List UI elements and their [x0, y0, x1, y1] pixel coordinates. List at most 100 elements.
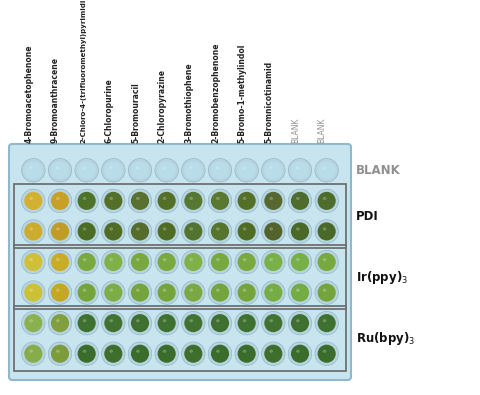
Circle shape [238, 345, 256, 363]
Ellipse shape [136, 197, 140, 200]
Circle shape [262, 220, 285, 243]
Circle shape [75, 250, 98, 274]
Ellipse shape [163, 350, 167, 353]
FancyBboxPatch shape [9, 144, 351, 380]
Circle shape [24, 284, 42, 302]
Circle shape [181, 342, 205, 365]
Circle shape [235, 250, 258, 274]
Circle shape [211, 222, 229, 241]
Circle shape [288, 311, 312, 335]
Circle shape [181, 281, 205, 304]
Ellipse shape [189, 197, 193, 200]
Circle shape [208, 158, 232, 182]
Ellipse shape [136, 319, 140, 322]
Circle shape [238, 284, 256, 302]
Circle shape [22, 281, 45, 304]
Circle shape [131, 314, 149, 332]
Circle shape [238, 161, 256, 179]
Ellipse shape [29, 197, 33, 200]
Ellipse shape [136, 166, 140, 169]
Circle shape [264, 222, 282, 241]
Ellipse shape [29, 166, 33, 169]
Circle shape [78, 161, 96, 179]
Circle shape [235, 189, 258, 213]
Ellipse shape [56, 197, 60, 200]
Text: 6-Chloropurine: 6-Chloropurine [104, 78, 113, 143]
Ellipse shape [163, 197, 167, 200]
Circle shape [184, 284, 203, 302]
Ellipse shape [323, 289, 326, 292]
Circle shape [315, 311, 338, 335]
Circle shape [181, 189, 205, 213]
Circle shape [291, 253, 309, 271]
Circle shape [155, 342, 179, 365]
Circle shape [211, 345, 229, 363]
Circle shape [288, 342, 312, 365]
Ellipse shape [296, 197, 300, 200]
Circle shape [22, 189, 45, 213]
Ellipse shape [216, 350, 220, 353]
Circle shape [48, 189, 72, 213]
Circle shape [184, 222, 203, 241]
Circle shape [288, 281, 312, 304]
Ellipse shape [83, 350, 86, 353]
Ellipse shape [216, 228, 220, 231]
Circle shape [318, 284, 336, 302]
Circle shape [155, 250, 179, 274]
Circle shape [318, 192, 336, 210]
Ellipse shape [109, 350, 113, 353]
Ellipse shape [243, 289, 246, 292]
Circle shape [291, 345, 309, 363]
Ellipse shape [269, 319, 273, 322]
Circle shape [262, 342, 285, 365]
Ellipse shape [56, 289, 60, 292]
Text: 9-Bromoanthracene: 9-Bromoanthracene [51, 57, 60, 143]
Circle shape [235, 220, 258, 243]
Ellipse shape [83, 197, 86, 200]
Text: 2-Bromobenzophenone: 2-Bromobenzophenone [211, 43, 220, 143]
Circle shape [48, 311, 72, 335]
Circle shape [128, 281, 152, 304]
Circle shape [22, 311, 45, 335]
Circle shape [78, 192, 96, 210]
Ellipse shape [323, 228, 326, 231]
Circle shape [22, 220, 45, 243]
Circle shape [184, 345, 203, 363]
Circle shape [51, 161, 69, 179]
Circle shape [24, 161, 42, 179]
Circle shape [51, 314, 69, 332]
Circle shape [288, 189, 312, 213]
Ellipse shape [56, 319, 60, 322]
Ellipse shape [243, 319, 246, 322]
Circle shape [104, 284, 122, 302]
Circle shape [291, 284, 309, 302]
Circle shape [208, 342, 232, 365]
Circle shape [131, 161, 149, 179]
Circle shape [131, 192, 149, 210]
Circle shape [262, 281, 285, 304]
Text: Ru(bpy)$_3$: Ru(bpy)$_3$ [356, 330, 415, 347]
Circle shape [24, 222, 42, 241]
Ellipse shape [56, 350, 60, 353]
Circle shape [24, 253, 42, 271]
Circle shape [211, 314, 229, 332]
Circle shape [128, 250, 152, 274]
Circle shape [22, 342, 45, 365]
Circle shape [104, 253, 122, 271]
Circle shape [184, 253, 203, 271]
Circle shape [315, 250, 338, 274]
Ellipse shape [83, 228, 86, 231]
Ellipse shape [296, 350, 300, 353]
Circle shape [181, 220, 205, 243]
Circle shape [235, 158, 258, 182]
Circle shape [75, 158, 98, 182]
Ellipse shape [216, 319, 220, 322]
Ellipse shape [216, 258, 220, 261]
Text: BLANK: BLANK [291, 117, 300, 143]
Ellipse shape [189, 258, 193, 261]
Text: 5-Bromnicotinamid: 5-Bromnicotinamid [264, 61, 273, 143]
Text: PDI: PDI [356, 210, 379, 223]
Ellipse shape [56, 258, 60, 261]
Circle shape [51, 284, 69, 302]
Ellipse shape [243, 350, 246, 353]
